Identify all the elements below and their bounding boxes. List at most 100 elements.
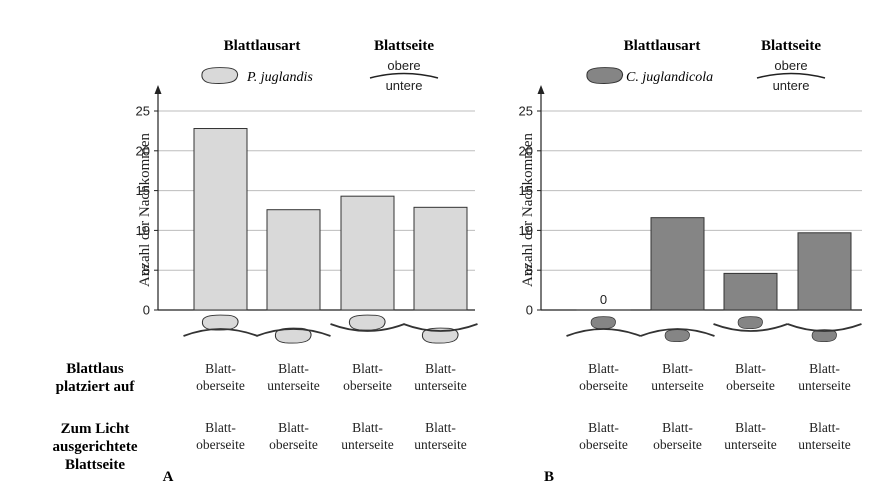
row-label-placed-on: Blattlaus platziert auf (56, 361, 136, 395)
aphid-icon (811, 329, 837, 343)
row-label-facing-light-line-2: ausgerichtete (53, 439, 138, 455)
leaf-curve-icon (183, 328, 258, 337)
placed-on-label-line-1: Blatt- (809, 361, 840, 376)
panel-a: Blattlausart Blattseite P. juglandis obere u… (136, 38, 478, 485)
leaf-side-lower-label: untere (773, 78, 810, 93)
row-label-facing-light: Zum Licht ausgerichtete Blattseite (53, 421, 138, 473)
panel-letter: A (163, 469, 174, 485)
leaf-curve-icon (403, 323, 478, 332)
placed-on-label-line-1: Blatt- (425, 361, 456, 376)
y-tick-label: 5 (526, 263, 533, 278)
leaf-curve-icon (713, 323, 788, 332)
header-leaf-side: Blattseite (761, 38, 821, 54)
placed-on-label-line-1: Blatt- (662, 361, 693, 376)
facing-light-label-line-1: Blatt- (205, 420, 236, 435)
y-axis-label: Anzahl der Nachkommen (520, 132, 536, 287)
y-axis-arrow-icon (154, 85, 162, 94)
header-aphid-type: Blattlausart (224, 38, 301, 54)
y-tick-label: 20 (136, 143, 150, 158)
bar-4 (797, 232, 852, 311)
y-tick-label: 10 (519, 223, 533, 238)
leaf-curve-icon (787, 323, 862, 332)
placed-on-label-line-2: unterseite (651, 378, 703, 393)
row-label-placed-on-line-1: Blattlaus (66, 361, 124, 377)
placed-on-label-line-1: Blatt- (352, 361, 383, 376)
aphid-icon (590, 316, 616, 330)
bar-data-label: 0 (600, 292, 607, 307)
aphid-icon (201, 314, 239, 331)
facing-light-label-line-2: oberseite (269, 437, 318, 452)
bar-3 (340, 195, 395, 311)
placed-on-label-line-2: oberseite (343, 378, 392, 393)
y-tick-label: 0 (143, 303, 150, 318)
y-tick-label: 15 (519, 183, 533, 198)
placed-on-label-line-2: oberseite (196, 378, 245, 393)
facing-light-label-line-2: unterseite (341, 437, 393, 452)
leaf-aphid-diagram-1 (566, 316, 641, 337)
leaf-curve-icon (640, 328, 715, 337)
row-label-facing-light-line-3: Blattseite (65, 457, 125, 473)
leaf-curve-icon (330, 323, 405, 332)
leaf-side-upper-label: obere (774, 58, 807, 73)
aphid-legend-icon (586, 67, 624, 84)
facing-light-label-line-1: Blatt- (278, 420, 309, 435)
species-name: C. juglandicola (626, 70, 713, 85)
aphid-icon (274, 327, 312, 344)
bar-2 (266, 209, 321, 311)
aphid-icon (348, 314, 386, 331)
facing-light-label-line-1: Blatt- (352, 420, 383, 435)
leaf-side-lower-label: untere (386, 78, 423, 93)
leaf-aphid-diagram-4 (403, 323, 478, 344)
leaf-side-upper-label: obere (387, 58, 420, 73)
y-tick-label: 25 (136, 104, 150, 119)
leaf-curve-icon (369, 72, 439, 79)
facing-light-label-line-2: unterseite (798, 437, 850, 452)
row-label-facing-light-line-1: Zum Licht (61, 421, 130, 437)
leaf-curve-icon (566, 328, 641, 337)
bar-4 (413, 206, 468, 311)
bar-3 (723, 272, 778, 311)
leaf-aphid-diagram-2 (640, 328, 715, 343)
header-aphid-type: Blattlausart (624, 38, 701, 54)
facing-light-label-line-2: oberseite (196, 437, 245, 452)
facing-light-label-line-1: Blatt- (425, 420, 456, 435)
facing-light-label-line-1: Blatt- (588, 420, 619, 435)
placed-on-label-line-1: Blatt- (735, 361, 766, 376)
facing-light-label-line-2: oberseite (653, 437, 702, 452)
placed-on-label-line-1: Blatt- (278, 361, 309, 376)
header-leaf-side: Blattseite (374, 38, 434, 54)
y-tick-label: 25 (519, 104, 533, 119)
bar-2 (650, 217, 705, 311)
panel-letter: B (544, 469, 554, 485)
y-axis-arrow-icon (537, 85, 545, 94)
leaf-aphid-diagram-2 (256, 327, 331, 344)
aphid-icon (421, 327, 459, 344)
placed-on-label-line-2: oberseite (726, 378, 775, 393)
leaf-curve-icon (756, 72, 826, 79)
placed-on-label-line-2: unterseite (414, 378, 466, 393)
y-tick-label: 20 (519, 143, 533, 158)
bar-1 (193, 128, 248, 311)
y-tick-label: 15 (136, 183, 150, 198)
placed-on-label-line-2: unterseite (798, 378, 850, 393)
species-name: P. juglandis (246, 70, 313, 85)
leaf-aphid-diagram-3 (330, 314, 405, 332)
aphid-icon (664, 329, 690, 343)
leaf-aphid-diagram-3 (713, 316, 788, 332)
y-tick-label: 10 (136, 223, 150, 238)
facing-light-label-line-2: oberseite (579, 437, 628, 452)
aphid-legend-icon (201, 67, 239, 84)
leaf-curve-icon (256, 328, 331, 337)
placed-on-label-line-1: Blatt- (588, 361, 619, 376)
row-label-placed-on-line-2: platziert auf (56, 379, 136, 395)
placed-on-label-line-2: unterseite (267, 378, 319, 393)
facing-light-label-line-1: Blatt- (735, 420, 766, 435)
leaf-aphid-diagram-1 (183, 314, 258, 337)
facing-light-label-line-2: unterseite (724, 437, 776, 452)
leaf-aphid-diagram-4 (787, 323, 862, 343)
placed-on-label-line-1: Blatt- (205, 361, 236, 376)
placed-on-label-line-2: oberseite (579, 378, 628, 393)
facing-light-label-line-1: Blatt- (809, 420, 840, 435)
aphid-icon (737, 316, 763, 330)
